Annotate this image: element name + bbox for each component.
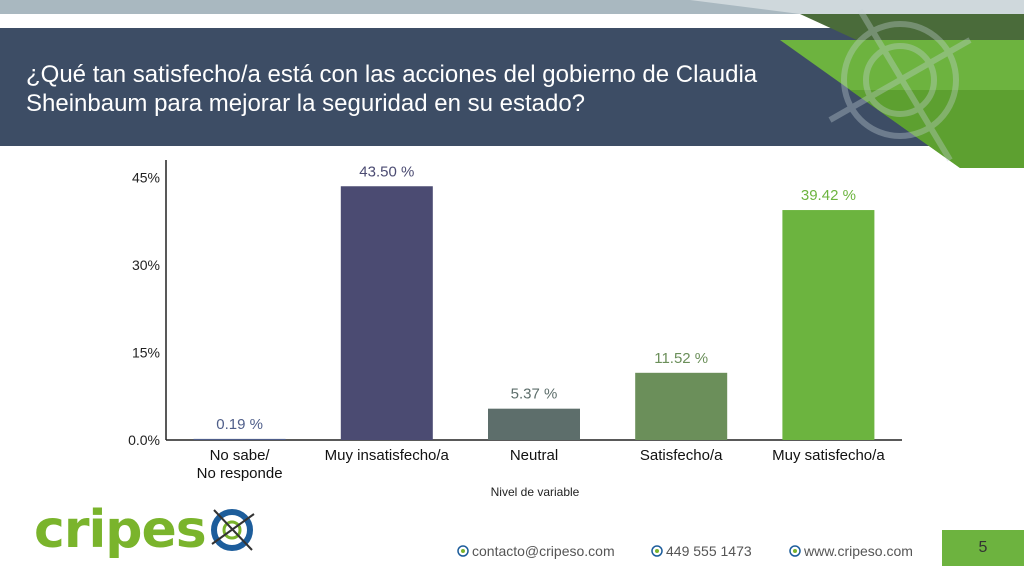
data-label: 5.37 % (511, 386, 558, 403)
email-text: contacto@cripeso.com (472, 543, 615, 559)
globe-icon (789, 545, 801, 557)
data-label: 11.52 % (654, 350, 708, 367)
x-tick-label: Muy satisfecho/a (772, 447, 885, 464)
x-tick-label: Neutral (510, 447, 558, 464)
slide-title: ¿Qué tan satisfecho/a está con las accio… (26, 61, 758, 117)
phone-contact[interactable]: 449 555 1473 (651, 542, 752, 560)
data-label: 43.50 % (359, 163, 414, 180)
website-text: www.cripeso.com (804, 543, 913, 559)
y-tick-label: 45% (132, 170, 160, 186)
bar (635, 372, 728, 440)
footer-contacts: contacto@cripeso.com 449 555 1473 www.cr… (0, 542, 940, 560)
globe-icon (457, 545, 469, 557)
x-tick-label: No sabe/No responde (197, 447, 283, 482)
website-contact[interactable]: www.cripeso.com (789, 542, 913, 560)
x-tick-labels: No sabe/No responde Muy insatisfecho/a Neu… (197, 447, 886, 482)
email-contact[interactable]: contacto@cripeso.com (457, 542, 615, 560)
bar (340, 186, 433, 440)
y-tick-label: 15% (132, 345, 160, 361)
globe-icon (651, 545, 663, 557)
bar (193, 438, 286, 440)
target-watermark-icon (828, 8, 972, 162)
data-label: 0.19 % (216, 416, 263, 433)
bar (488, 408, 580, 440)
bar (782, 210, 875, 440)
data-label: 39.42 % (801, 187, 856, 204)
cripeso-logo: cripes (34, 500, 258, 560)
bars (193, 186, 875, 440)
bar-chart: 0.0% 15% 30% 45% 0.19 % 43.50 % 5.37 % 11.52 %… (128, 160, 902, 499)
x-tick-label: Satisfecho/a (640, 447, 723, 464)
y-tick-label: 30% (132, 257, 160, 273)
x-tick-label: Muy insatisfecho/a (325, 447, 450, 464)
y-tick-label: 0.0% (128, 432, 160, 448)
x-axis-title: Nivel de variable (491, 485, 580, 499)
phone-text: 449 555 1473 (666, 543, 752, 559)
logo-text: cripes (34, 500, 207, 560)
value-labels: 0.19 % 43.50 % 5.37 % 11.52 % 39.42 % (216, 163, 856, 433)
page-number: 5 (942, 530, 1024, 566)
logo-target-icon (211, 509, 255, 551)
corner-decoration (690, 0, 1024, 168)
